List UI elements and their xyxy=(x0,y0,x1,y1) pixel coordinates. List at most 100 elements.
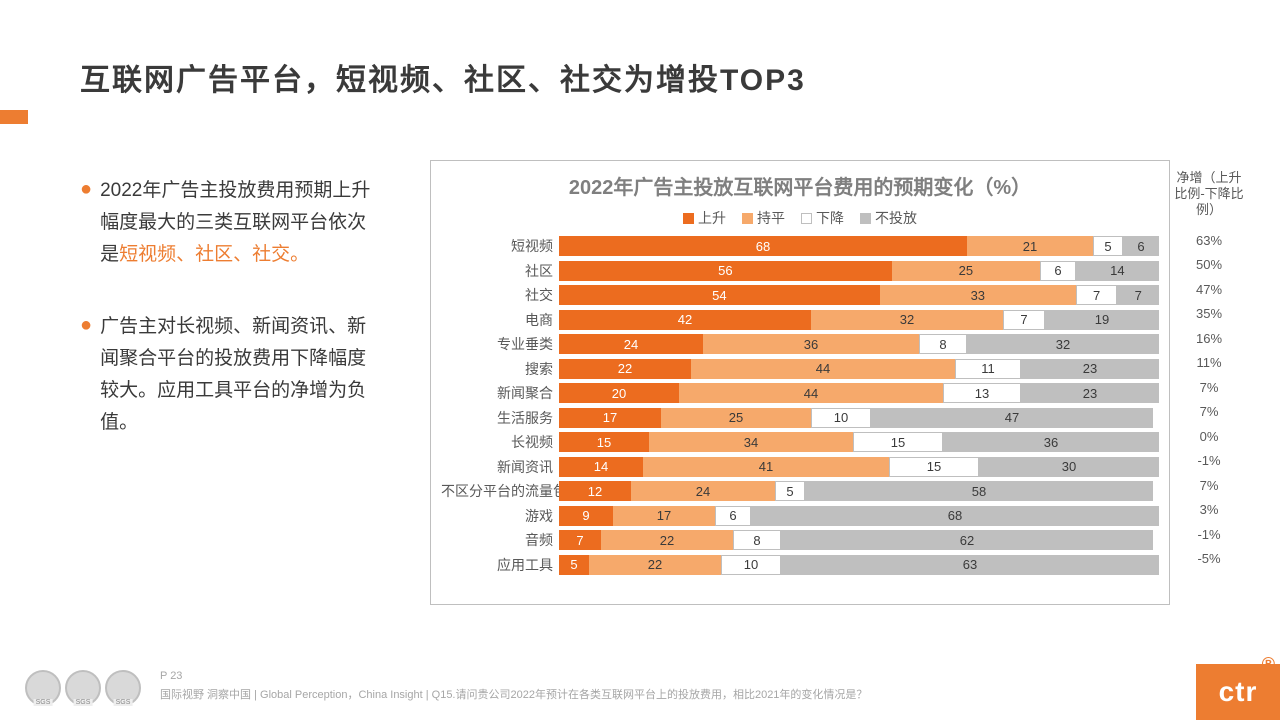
bar-segment-none: 63 xyxy=(781,555,1159,575)
row-label: 音频 xyxy=(441,530,559,550)
chart-row: 专业垂类2436832 xyxy=(441,332,1159,357)
row-label: 短视频 xyxy=(441,236,559,256)
bullet-text: 2022年广告主投放费用预期上升幅度最大的三类互联网平台依次是短视频、社区、社交… xyxy=(100,175,380,271)
bar-segment-down: 5 xyxy=(1093,236,1123,256)
sgs-badge-icon xyxy=(105,670,141,706)
bar-segment-none: 30 xyxy=(979,457,1159,477)
net-value: 7% xyxy=(1174,375,1244,400)
bar-segment-none: 47 xyxy=(871,408,1153,428)
bar-segment-flat: 34 xyxy=(649,432,853,452)
net-value: 11% xyxy=(1174,351,1244,376)
row-label: 生活服务 xyxy=(441,408,559,428)
chart-row: 游戏917668 xyxy=(441,504,1159,529)
row-label: 游戏 xyxy=(441,506,559,526)
row-label: 应用工具 xyxy=(441,555,559,575)
bullet-item: ●广告主对长视频、新闻资讯、新闻聚合平台的投放费用下降幅度较大。应用工具平台的净… xyxy=(80,311,380,439)
bar-segment-flat: 17 xyxy=(613,506,715,526)
stacked-bar-chart: 2022年广告主投放互联网平台费用的预期变化（%） 上升持平下降不投放 短视频6… xyxy=(430,160,1170,605)
bar-segment-flat: 41 xyxy=(643,457,889,477)
bar-segment-down: 7 xyxy=(1076,285,1118,305)
stacked-bar: 5625614 xyxy=(559,261,1159,281)
chart-row: 社交543377 xyxy=(441,283,1159,308)
bar-segment-down: 15 xyxy=(853,432,943,452)
chart-row: 长视频15341536 xyxy=(441,430,1159,455)
row-label: 社交 xyxy=(441,285,559,305)
net-value: -1% xyxy=(1174,449,1244,474)
bar-segment-up: 20 xyxy=(559,383,679,403)
chart-title: 2022年广告主投放互联网平台费用的预期变化（%） xyxy=(431,171,1169,200)
bar-segment-none: 36 xyxy=(943,432,1159,452)
bar-segment-up: 68 xyxy=(559,236,967,256)
bullet-text: 广告主对长视频、新闻资讯、新闻聚合平台的投放费用下降幅度较大。应用工具平台的净增… xyxy=(100,311,380,439)
row-label: 新闻聚合 xyxy=(441,383,559,403)
chart-row: 生活服务17251047 xyxy=(441,406,1159,431)
bullet-dot-icon: ● xyxy=(80,175,92,271)
net-growth-column: 净增（上升比例-下降比例） 63%50%47%35%16%11%7%7%0%-1… xyxy=(1174,160,1244,571)
bar-segment-none: 23 xyxy=(1021,359,1159,379)
net-value: 3% xyxy=(1174,498,1244,523)
bar-segment-up: 7 xyxy=(559,530,601,550)
stacked-bar: 2436832 xyxy=(559,334,1159,354)
bar-segment-flat: 22 xyxy=(601,530,733,550)
bar-segment-none: 58 xyxy=(805,481,1153,501)
page-title-block: 互联网广告平台，短视频、社区、社交为增投TOP3 xyxy=(80,55,806,99)
bar-segment-up: 54 xyxy=(559,285,880,305)
bar-segment-down: 13 xyxy=(943,383,1021,403)
bullet-list: ●2022年广告主投放费用预期上升幅度最大的三类互联网平台依次是短视频、社区、社… xyxy=(80,175,380,479)
net-value: 16% xyxy=(1174,326,1244,351)
chart-row: 短视频682156 xyxy=(441,234,1159,259)
bar-segment-none: 62 xyxy=(781,530,1153,550)
legend-item: 持平 xyxy=(742,210,785,226)
bar-segment-flat: 25 xyxy=(661,408,811,428)
sgs-badges xyxy=(25,670,141,706)
bar-segment-down: 6 xyxy=(1040,261,1076,281)
bar-segment-none: 7 xyxy=(1117,285,1159,305)
chart-row: 不区分平台的流量包1224558 xyxy=(441,479,1159,504)
stacked-bar: 917668 xyxy=(559,506,1159,526)
bar-segment-up: 12 xyxy=(559,481,631,501)
legend-item: 上升 xyxy=(683,210,726,226)
bar-segment-flat: 44 xyxy=(679,383,943,403)
accent-bar xyxy=(0,110,28,124)
chart-row: 应用工具5221063 xyxy=(441,553,1159,578)
net-growth-header: 净增（上升比例-下降比例） xyxy=(1174,160,1244,228)
bar-segment-down: 8 xyxy=(733,530,781,550)
bar-segment-up: 5 xyxy=(559,555,589,575)
bullet-dot-icon: ● xyxy=(80,311,92,439)
bar-segment-none: 23 xyxy=(1021,383,1159,403)
stacked-bar: 20441323 xyxy=(559,383,1159,403)
bar-segment-down: 15 xyxy=(889,457,979,477)
net-value: 0% xyxy=(1174,424,1244,449)
net-value: 47% xyxy=(1174,277,1244,302)
chart-row: 音频722862 xyxy=(441,528,1159,553)
sgs-badge-icon xyxy=(65,670,101,706)
bar-segment-flat: 25 xyxy=(892,261,1041,281)
bar-segment-down: 7 xyxy=(1003,310,1045,330)
net-value: -5% xyxy=(1174,547,1244,572)
legend-item: 下降 xyxy=(801,210,844,226)
net-value: 35% xyxy=(1174,302,1244,327)
footer-text: 国际视野 洞察中国 | Global Perception，China Insi… xyxy=(160,686,867,702)
stacked-bar: 722862 xyxy=(559,530,1159,550)
bar-segment-up: 15 xyxy=(559,432,649,452)
stacked-bar: 5221063 xyxy=(559,555,1159,575)
row-label: 新闻资讯 xyxy=(441,457,559,477)
stacked-bar: 543377 xyxy=(559,285,1159,305)
bar-segment-flat: 24 xyxy=(631,481,775,501)
chart-row: 新闻聚合20441323 xyxy=(441,381,1159,406)
chart-row: 新闻资讯14411530 xyxy=(441,455,1159,480)
chart-row: 社区5625614 xyxy=(441,259,1159,284)
bar-segment-up: 56 xyxy=(559,261,892,281)
net-value: 7% xyxy=(1174,400,1244,425)
bullet-item: ●2022年广告主投放费用预期上升幅度最大的三类互联网平台依次是短视频、社区、社… xyxy=(80,175,380,271)
page-title: 互联网广告平台，短视频、社区、社交为增投TOP3 xyxy=(80,55,806,99)
chart-legend: 上升持平下降不投放 xyxy=(431,208,1169,228)
bar-segment-flat: 33 xyxy=(880,285,1076,305)
chart-rows: 短视频682156社区5625614社交543377电商4232719专业垂类2… xyxy=(431,234,1169,577)
bar-segment-up: 42 xyxy=(559,310,811,330)
bar-segment-none: 32 xyxy=(967,334,1159,354)
bar-segment-down: 8 xyxy=(919,334,967,354)
stacked-bar: 1224558 xyxy=(559,481,1159,501)
bar-segment-none: 14 xyxy=(1076,261,1159,281)
stacked-bar: 682156 xyxy=(559,236,1159,256)
